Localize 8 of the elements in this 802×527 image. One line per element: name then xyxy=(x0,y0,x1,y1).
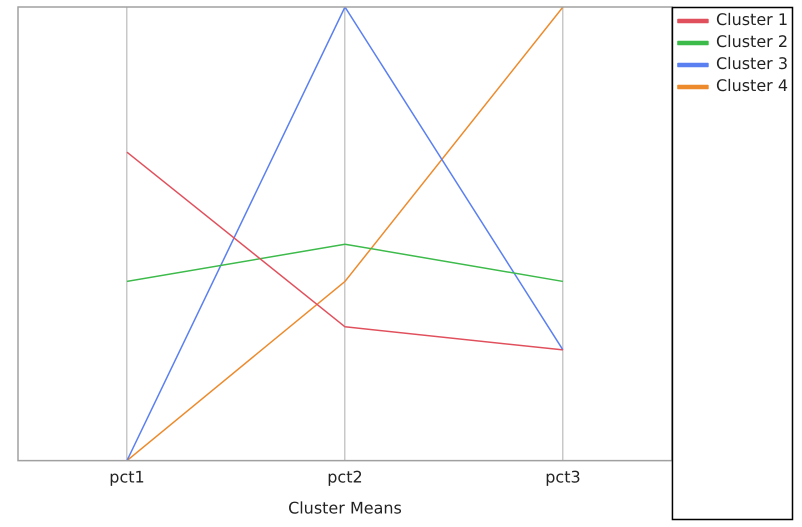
legend-label: Cluster 2 xyxy=(716,32,788,52)
x-tick-label: pct3 xyxy=(545,467,581,486)
x-tick-label: pct1 xyxy=(109,467,145,486)
legend-label: Cluster 1 xyxy=(716,10,788,30)
x-tick-label: pct2 xyxy=(327,467,363,486)
legend-label: Cluster 4 xyxy=(716,76,788,96)
legend-label: Cluster 3 xyxy=(716,54,788,74)
x-axis-title: Cluster Means xyxy=(288,498,402,518)
